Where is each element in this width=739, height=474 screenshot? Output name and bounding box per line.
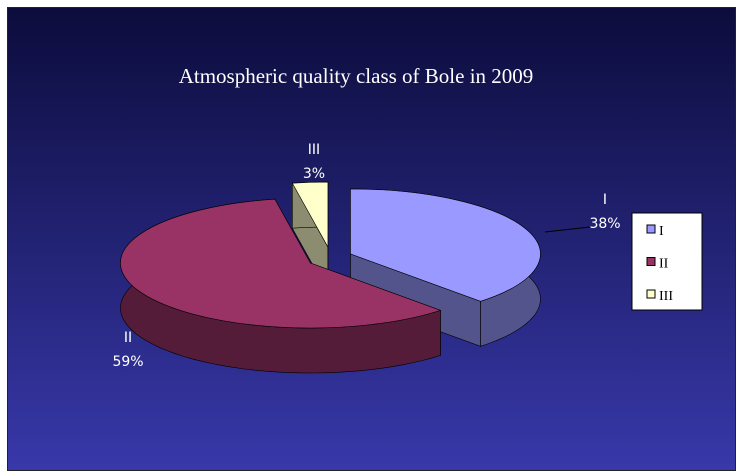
leader-line [544,226,591,233]
data-label-name: I [603,192,607,208]
legend-label: II [659,257,669,272]
data-label-value: 3% [303,166,325,182]
pie-slice [350,188,541,347]
slice-top [291,181,329,249]
slice-top [120,198,442,329]
data-label-value: 38% [589,216,620,232]
legend-swatch [646,257,656,266]
data-label-name: III [308,142,320,158]
legend-box [631,212,703,311]
legend-swatch [646,289,656,299]
chart-title: Atmospheric quality class of Bole in 200… [179,64,534,88]
data-label-name: II [124,330,132,346]
legend-label: III [659,289,673,304]
legend-swatch [646,224,656,234]
pie-slice [120,197,442,374]
legend-label: I [659,224,664,239]
data-label-value: 59% [112,354,143,370]
slice-top [350,188,541,302]
